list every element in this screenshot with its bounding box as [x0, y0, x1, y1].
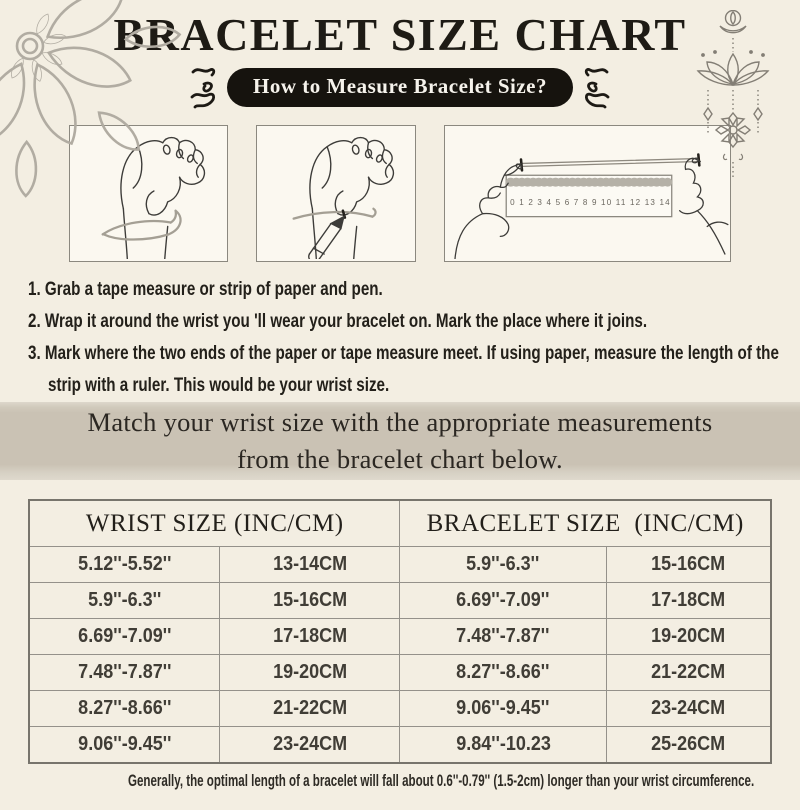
bracelet-size-header: BRACELET SIZE (INC/CM)	[399, 499, 772, 547]
table-row: 5.12''-5.52'' 13-14CM 5.9''-6.3'' 15-16C…	[28, 546, 772, 583]
banner-line-1: Match your wrist size with the appropria…	[87, 407, 713, 437]
bracelet-inch: 9.84''-10.23	[455, 733, 551, 755]
table-row: 8.27''-8.66'' 21-22CM 9.06''-9.45'' 23-2…	[28, 690, 772, 727]
step-3: 3. Mark where the two ends of the paper …	[28, 338, 792, 402]
size-table: WRIST SIZE (INC/CM) BRACELET SIZE (INC/C…	[28, 499, 772, 764]
wrist-cm: 13-14CM	[272, 553, 347, 575]
bracelet-cm: 15-16CM	[651, 553, 726, 575]
measurement-steps: 1. Grab a tape measure or strip of paper…	[28, 274, 779, 402]
step-1-number: 1.	[28, 279, 41, 300]
table-row: 6.69''-7.09'' 17-18CM 7.48''-7.87'' 19-2…	[28, 618, 772, 655]
size-table-header-row: WRIST SIZE (INC/CM) BRACELET SIZE (INC/C…	[28, 499, 772, 547]
bracelet-cm: 23-24CM	[651, 697, 726, 719]
bracelet-inch: 8.27''-8.66''	[456, 661, 550, 683]
wrist-inch: 8.27''-8.66''	[77, 697, 172, 719]
table-row: 7.48''-7.87'' 19-20CM 8.27''-8.66'' 21-2…	[28, 654, 772, 691]
flourish-right-icon	[584, 68, 610, 109]
ruler-numbers: 0 1 2 3 4 5 6 7 8 9 10 11 12 13 14	[510, 198, 671, 207]
bracelet-inch: 7.48''-7.87''	[456, 625, 550, 647]
how-to-measure-badge-row: How to Measure Bracelet Size?	[0, 65, 800, 109]
step-1: 1. Grab a tape measure or strip of paper…	[28, 274, 792, 306]
match-size-banner: Match your wrist size with the appropria…	[0, 402, 800, 480]
wrist-inch: 5.12''-5.52''	[77, 553, 172, 575]
wrist-cm: 19-20CM	[272, 661, 347, 683]
table-row: 9.06''-9.45'' 23-24CM 9.84''-10.23 25-26…	[28, 726, 772, 764]
illustration-wrap-tape	[69, 125, 228, 262]
bracelet-cm: 25-26CM	[651, 733, 726, 755]
how-to-measure-badge: How to Measure Bracelet Size?	[226, 67, 574, 107]
measurement-illustrations: 0 1 2 3 4 5 6 7 8 9 10 11 12 13 14	[0, 125, 800, 262]
bracelet-cm: 21-22CM	[651, 661, 726, 683]
banner-line-2: from the bracelet chart below.	[237, 444, 563, 474]
table-row: 5.9''-6.3'' 15-16CM 6.69''-7.09'' 17-18C…	[28, 582, 772, 619]
step-3-number: 3.	[28, 343, 41, 364]
wrist-inch: 9.06''-9.45''	[77, 733, 172, 755]
step-2-number: 2.	[28, 311, 41, 332]
wrist-cm: 23-24CM	[272, 733, 347, 755]
footer-note: Generally, the optimal length of a brace…	[128, 771, 755, 790]
illustration-ruler-measure: 0 1 2 3 4 5 6 7 8 9 10 11 12 13 14	[444, 125, 731, 262]
step-1-text: Grab a tape measure or strip of paper an…	[44, 279, 383, 300]
wrist-inch: 5.9''-6.3''	[88, 589, 162, 611]
wrist-size-header: WRIST SIZE (INC/CM)	[28, 499, 401, 547]
step-3-text: Mark where the two ends of the paper or …	[44, 343, 779, 396]
wrist-cm: 15-16CM	[272, 589, 347, 611]
bracelet-inch: 9.06''-9.45''	[456, 697, 550, 719]
wrist-cm: 17-18CM	[272, 625, 347, 647]
wrist-inch: 6.69''-7.09''	[77, 625, 172, 647]
step-2: 2. Wrap it around the wrist you 'll wear…	[28, 306, 792, 338]
wrist-cm: 21-22CM	[272, 697, 347, 719]
bracelet-cm: 17-18CM	[651, 589, 726, 611]
illustration-mark-wrist	[256, 125, 416, 262]
bracelet-inch: 5.9''-6.3''	[466, 553, 540, 575]
bracelet-inch: 6.69''-7.09''	[456, 589, 550, 611]
page-title: BRACELET SIZE CHART	[113, 9, 687, 60]
flourish-left-icon	[190, 68, 216, 109]
wrist-inch: 7.48''-7.87''	[77, 661, 172, 683]
step-2-text: Wrap it around the wrist you 'll wear yo…	[44, 311, 648, 332]
bracelet-cm: 19-20CM	[651, 625, 726, 647]
